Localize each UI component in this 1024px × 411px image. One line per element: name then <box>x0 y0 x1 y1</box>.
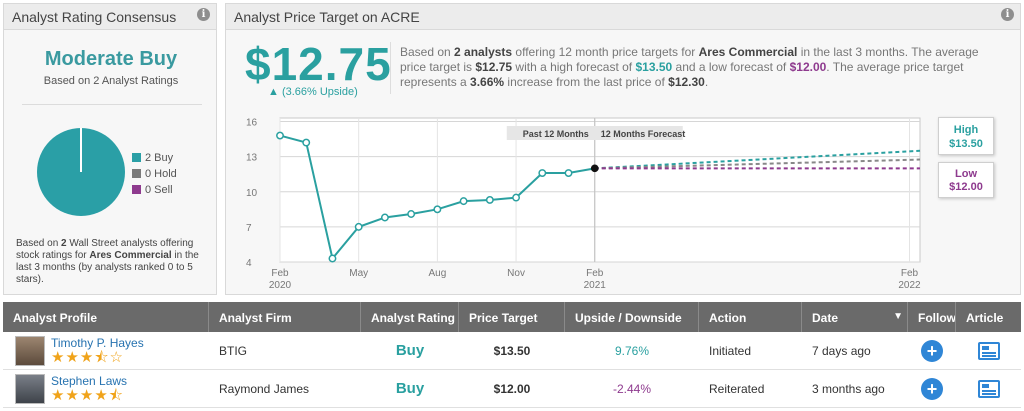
info-icon[interactable]: i <box>197 8 210 21</box>
y-tick-label: 7 <box>246 223 252 234</box>
x-tick-label: Feb <box>586 268 604 279</box>
analyst-rating: Buy <box>395 342 425 359</box>
article-icon[interactable] <box>977 341 1000 360</box>
table-row: Timothy P. Hayes ★★★⯪☆ BTIG Buy $13.50 9.… <box>3 332 1021 370</box>
price-point <box>485 196 494 204</box>
x-tick-year-label: 2022 <box>898 280 921 290</box>
date: 7 days ago <box>812 343 871 358</box>
price-point <box>512 193 521 202</box>
legend-hold-swatch <box>132 169 141 178</box>
average-price-target: $12.75 <box>245 38 392 90</box>
article-icon[interactable] <box>977 379 1000 398</box>
price-point <box>407 210 416 218</box>
x-tick-label: Feb <box>271 268 289 279</box>
legend-sell: 0 Sell <box>132 184 173 196</box>
analyst-star-rating: ★★★⯪☆ <box>51 349 124 366</box>
analyst-rating: Buy <box>395 380 425 397</box>
price-point <box>538 169 547 177</box>
price-point <box>302 138 311 147</box>
price-target: $12.00 <box>493 381 531 396</box>
consensus-rating: Moderate Buy <box>44 48 178 70</box>
y-tick-label: 13 <box>246 153 258 164</box>
price-target-title: Analyst Price Target on ACRE <box>234 9 420 25</box>
col-analyst-rating[interactable]: Analyst Rating <box>361 302 459 332</box>
divider <box>22 104 202 105</box>
price-point <box>328 254 337 263</box>
rating-consensus-panel: Analyst Rating Consensus i Moderate Buy … <box>3 3 217 295</box>
forecast-12-months-label: 12 Months Forecast <box>601 129 686 139</box>
x-tick-label: Aug <box>428 268 446 279</box>
analyst-name-link[interactable]: Timothy P. Hayes <box>51 336 144 350</box>
analyst-star-rating: ★★★★⯪ <box>51 387 124 404</box>
col-action[interactable]: Action <box>699 302 802 332</box>
divider <box>390 42 391 94</box>
price-point <box>380 213 389 222</box>
col-analyst-firm[interactable]: Analyst Firm <box>209 302 361 332</box>
x-tick-year-label: 2021 <box>584 280 607 290</box>
y-tick-label: 16 <box>246 118 258 129</box>
analyst-firm: BTIG <box>219 343 248 358</box>
col-article: Article <box>966 311 1004 325</box>
current-price-point <box>590 164 599 173</box>
consensus-based-on: Based on 2 Analyst Ratings <box>43 75 179 87</box>
consensus-note: Based on 2 Wall Street analysts offering… <box>16 238 199 285</box>
avatar[interactable] <box>15 335 45 366</box>
x-tick-label: Nov <box>507 268 525 279</box>
price-target-summary: Based on 2 analysts offering 12 month pr… <box>400 45 979 89</box>
upside-downside: -2.44% <box>612 381 652 396</box>
price-point <box>564 169 573 177</box>
legend-buy: 2 Buy <box>132 152 173 164</box>
analyst-profile: Stephen Laws ★★★★⯪ <box>3 373 209 404</box>
price-target: $13.50 <box>493 343 531 358</box>
analyst-name-link[interactable]: Stephen Laws <box>51 374 128 388</box>
y-tick-label: 4 <box>246 258 252 269</box>
y-tick-label: 10 <box>246 188 258 199</box>
forecast-line-average <box>594 158 921 170</box>
price-point <box>354 222 363 231</box>
legend-hold: 0 Hold <box>132 168 177 180</box>
table-header: Analyst Profile Analyst Firm Analyst Rat… <box>3 302 1021 332</box>
col-analyst-profile[interactable]: Analyst Profile <box>3 302 209 332</box>
rating-consensus-header: Analyst Rating Consensus i <box>4 4 216 30</box>
table-row: Stephen Laws ★★★★⯪ Raymond James Buy $12.… <box>3 370 1021 408</box>
legend-buy-swatch <box>132 153 141 162</box>
info-icon[interactable]: i <box>1001 8 1014 21</box>
upside-downside: 9.76% <box>614 343 650 358</box>
col-date[interactable]: Date ▼ <box>802 302 908 332</box>
col-price-target[interactable]: Price Target <box>459 302 565 332</box>
action: Initiated <box>709 343 752 358</box>
legend-sell-swatch <box>132 185 141 194</box>
x-tick-year-label: 2020 <box>269 280 292 290</box>
price-point <box>459 197 468 206</box>
analyst-table: Analyst Profile Analyst Firm Analyst Rat… <box>3 302 1021 408</box>
avatar[interactable] <box>15 373 45 404</box>
action: Reiterated <box>709 381 765 396</box>
date: 3 months ago <box>812 381 885 396</box>
pie-slice-separator <box>80 128 82 172</box>
low-forecast-callout: Low $12.00 <box>938 162 994 198</box>
forecast-line-high <box>594 149 921 170</box>
x-tick-label: Feb <box>901 268 919 279</box>
sort-desc-icon[interactable]: ▼ <box>893 311 903 322</box>
past-12-months-label: Past 12 Months <box>523 129 589 139</box>
col-follow: Follow <box>908 302 956 332</box>
price-target-header: Analyst Price Target on ACRE i <box>226 4 1020 30</box>
follow-plus-icon[interactable]: + <box>921 339 943 362</box>
price-point <box>276 131 284 140</box>
period-label-box <box>506 126 683 140</box>
upside-percent: ▲ (3.66% Upside) <box>268 86 358 98</box>
high-forecast-callout: High $13.50 <box>938 117 994 155</box>
follow-plus-icon[interactable]: + <box>921 377 943 400</box>
col-upside-downside[interactable]: Upside / Downside <box>565 302 699 332</box>
rating-consensus-title: Analyst Rating Consensus <box>12 9 177 25</box>
price-point <box>433 205 442 214</box>
analyst-firm: Raymond James <box>219 381 310 396</box>
analyst-profile: Timothy P. Hayes ★★★⯪☆ <box>3 335 209 366</box>
x-tick-label: May <box>349 268 368 279</box>
